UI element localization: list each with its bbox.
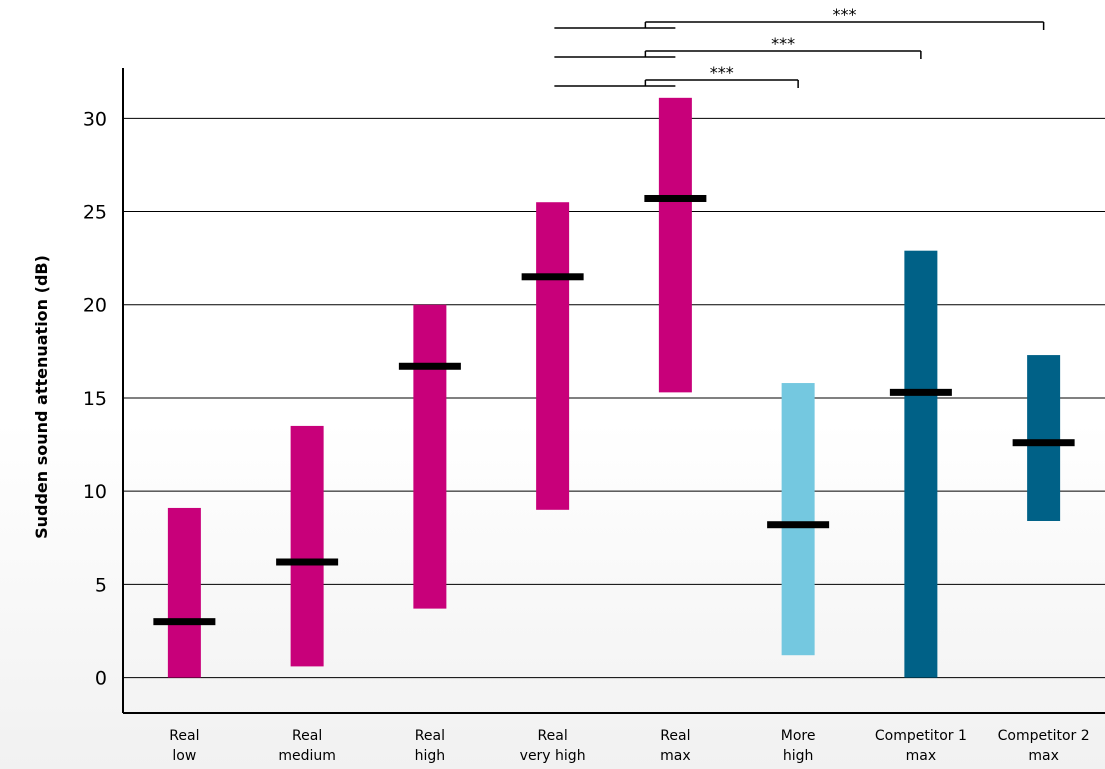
- median-marker: [153, 618, 216, 626]
- x-tick-labels: Real low Real medium Real high Real very high Re…: [169, 728, 1089, 764]
- range-bar: [781, 383, 815, 656]
- significance-bracket: ***: [554, 63, 799, 88]
- y-tick-label: 10: [83, 481, 107, 503]
- range-bar: [167, 507, 201, 678]
- range-bar: [1027, 355, 1061, 521]
- median-marker: [1012, 439, 1075, 447]
- significance-label: ***: [771, 34, 795, 53]
- median-marker: [889, 388, 952, 396]
- range-bar: [658, 97, 692, 393]
- y-tick-label: 15: [83, 388, 107, 410]
- x-tick-label: Real low: [169, 728, 199, 764]
- range-bar: [536, 202, 570, 510]
- significance-label: ***: [833, 5, 857, 24]
- y-axis-label: Sudden sound attenuation (dB): [32, 255, 51, 539]
- median-markers: [153, 194, 1075, 626]
- y-tick-label: 0: [95, 668, 107, 690]
- y-tick-label: 20: [83, 295, 107, 317]
- x-tick-label: Real very high: [520, 728, 586, 764]
- x-tick-label: Competitor 1 max: [875, 728, 967, 764]
- x-tick-label: Real medium: [278, 728, 336, 764]
- y-tick-label: 30: [83, 108, 107, 130]
- range-bar: [413, 304, 447, 609]
- x-tick-label: Competitor 2 max: [998, 728, 1090, 764]
- bars: [167, 97, 1061, 678]
- significance-brackets: *** *** ***: [554, 5, 1045, 88]
- median-marker: [276, 558, 339, 566]
- gridlines: [123, 117, 1105, 679]
- x-tick-label: Real high: [415, 728, 446, 764]
- y-tick-label: 5: [95, 574, 107, 596]
- significance-label: ***: [710, 63, 734, 82]
- median-marker: [398, 362, 461, 370]
- range-bar: [290, 425, 324, 667]
- range-bar: [904, 250, 938, 678]
- median-marker: [767, 521, 830, 529]
- axes: [122, 68, 1105, 714]
- x-tick-label: More high: [781, 728, 816, 764]
- significance-bracket: ***: [554, 34, 922, 59]
- median-marker: [521, 273, 584, 281]
- x-tick-label: Real max: [660, 728, 691, 764]
- y-tick-label: 25: [83, 202, 107, 224]
- y-tick-labels: 0 5 10 15 20 25 30: [83, 108, 107, 689]
- median-marker: [644, 194, 707, 202]
- significance-bracket: ***: [554, 5, 1045, 30]
